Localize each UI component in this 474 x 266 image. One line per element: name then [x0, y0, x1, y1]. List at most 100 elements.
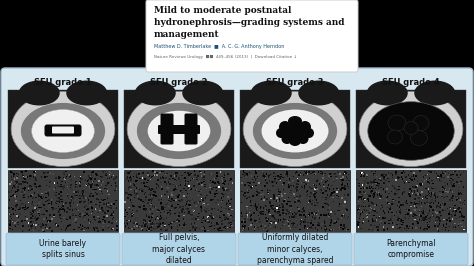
Point	[360, 207, 368, 212]
Point	[313, 201, 321, 205]
Point	[205, 220, 213, 224]
Point	[40, 171, 47, 175]
Point	[306, 225, 314, 230]
Point	[324, 212, 331, 217]
Point	[55, 213, 63, 217]
Point	[313, 211, 320, 215]
Point	[357, 227, 365, 231]
Point	[229, 181, 237, 185]
Point	[438, 221, 446, 225]
Point	[124, 196, 132, 200]
Point	[376, 196, 384, 200]
Point	[219, 186, 227, 190]
Point	[77, 223, 84, 227]
Point	[32, 178, 39, 182]
Point	[413, 205, 420, 209]
Point	[48, 197, 55, 201]
Point	[150, 218, 157, 223]
Point	[58, 182, 65, 186]
Text: Uniformly dilated
minor calyces,
parenchyma spared: Uniformly dilated minor calyces, parench…	[257, 233, 333, 265]
Point	[99, 225, 107, 229]
Point	[391, 213, 398, 217]
Point	[255, 191, 263, 195]
Point	[53, 206, 60, 210]
Point	[261, 195, 268, 199]
Point	[207, 198, 215, 202]
Point	[35, 192, 42, 197]
Point	[238, 214, 246, 218]
Point	[440, 176, 447, 180]
Point	[172, 171, 180, 175]
Point	[127, 188, 135, 192]
Point	[421, 174, 429, 178]
Point	[447, 213, 455, 217]
Point	[318, 222, 326, 226]
Point	[435, 229, 442, 233]
Point	[82, 225, 89, 230]
Point	[53, 190, 60, 195]
Point	[38, 191, 46, 196]
Point	[80, 199, 88, 203]
Point	[79, 214, 87, 218]
Ellipse shape	[369, 103, 453, 159]
Point	[311, 172, 319, 177]
Point	[307, 172, 315, 176]
Point	[359, 183, 366, 187]
Point	[251, 175, 258, 179]
Point	[396, 210, 403, 214]
Point	[292, 171, 299, 175]
Point	[166, 224, 173, 228]
Point	[95, 176, 102, 180]
Point	[238, 189, 246, 194]
Point	[109, 173, 117, 178]
Point	[452, 213, 459, 217]
Point	[440, 189, 447, 193]
Point	[275, 172, 283, 176]
Point	[67, 174, 74, 178]
Text: Full pelvis,
major calyces
dilated: Full pelvis, major calyces dilated	[153, 233, 206, 265]
Point	[376, 191, 383, 195]
Point	[257, 197, 265, 201]
Point	[371, 229, 379, 233]
Point	[93, 173, 101, 178]
Point	[213, 189, 220, 193]
Point	[439, 185, 447, 189]
Point	[397, 207, 404, 211]
Point	[387, 216, 394, 221]
Point	[168, 185, 175, 189]
Point	[55, 208, 63, 213]
Point	[43, 209, 50, 213]
Point	[31, 206, 38, 210]
Point	[124, 224, 131, 228]
Point	[63, 176, 70, 180]
Point	[369, 186, 376, 190]
Point	[80, 212, 87, 216]
Point	[224, 211, 232, 216]
Point	[224, 217, 232, 221]
Point	[45, 195, 52, 199]
Point	[95, 220, 103, 224]
Point	[338, 181, 346, 185]
Point	[79, 177, 86, 181]
Point	[81, 199, 89, 203]
Point	[27, 184, 35, 189]
Point	[126, 191, 133, 195]
Point	[405, 192, 413, 196]
Point	[135, 225, 142, 230]
Point	[140, 218, 148, 222]
Point	[385, 191, 393, 196]
Point	[270, 197, 278, 201]
Point	[256, 217, 264, 221]
Point	[6, 223, 14, 227]
Point	[212, 185, 219, 190]
Point	[159, 176, 167, 180]
Point	[108, 183, 115, 188]
Point	[43, 190, 50, 194]
Point	[96, 203, 103, 208]
Point	[269, 214, 277, 218]
Point	[411, 213, 419, 217]
Point	[320, 186, 328, 191]
Point	[370, 195, 377, 199]
Point	[155, 186, 162, 191]
Point	[304, 172, 311, 176]
